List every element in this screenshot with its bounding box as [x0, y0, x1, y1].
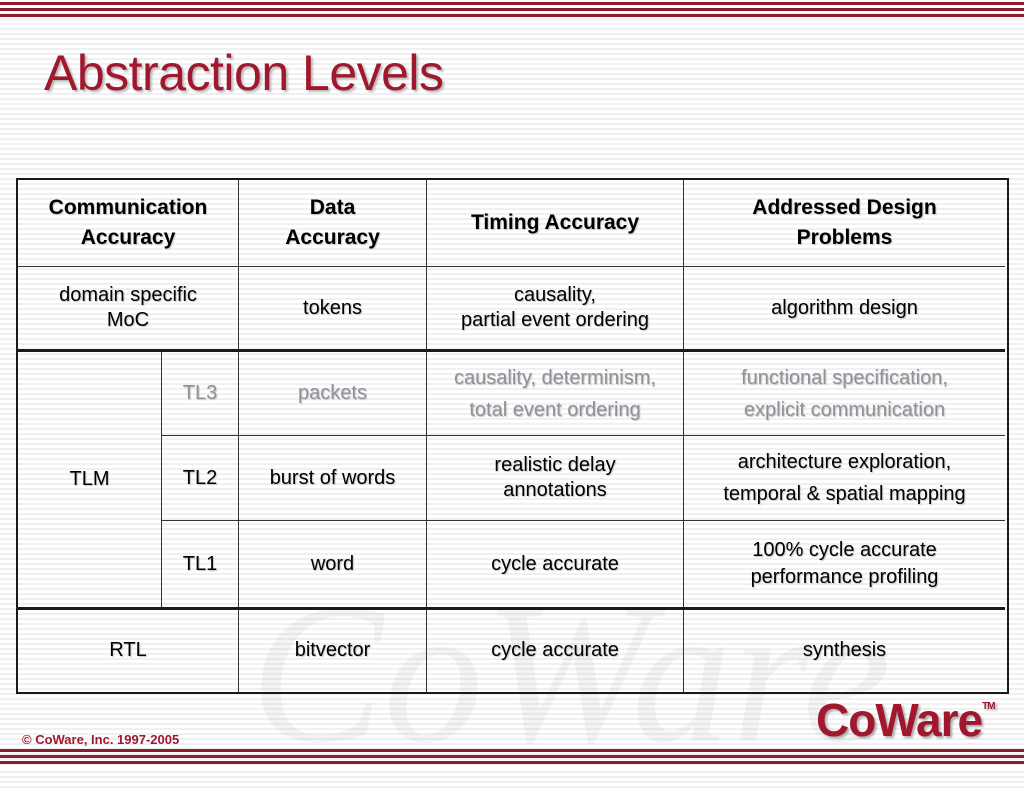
cell-tl2-data: burst of words: [269, 466, 396, 489]
column-divider: [426, 180, 427, 692]
column-divider: [683, 180, 684, 692]
cell-tl2-problems-line1: architecture exploration,: [737, 451, 952, 473]
column-divider: [238, 180, 239, 692]
cell-tl3-problems-line2: explicit communication: [743, 398, 946, 421]
trademark-mark: TM: [982, 701, 995, 712]
row-divider-thick: [18, 349, 1005, 352]
cell-tl3-level: TL3: [182, 382, 218, 404]
cell-rtl-communication: RTL: [109, 638, 147, 661]
cell-tl1-problems: 100% cycle accurate performance profilin…: [684, 521, 1005, 607]
row-divider: [161, 435, 1005, 436]
row-divider-thick: [18, 607, 1005, 610]
bottom-decorative-stripes: [0, 749, 1024, 767]
cell-moc-data: tokens: [303, 296, 362, 319]
cell-tl1-problems-line2: performance profiling: [750, 566, 939, 588]
cell-moc-timing-line2: partial event ordering: [461, 309, 649, 331]
cell-moc-communication: domain specific MoC: [59, 284, 197, 331]
cell-tl3-timing-line1: causality, determinism,: [454, 366, 656, 389]
header-timing-accuracy: Timing Accuracy: [470, 211, 640, 234]
cell-tl1-data: word: [310, 552, 355, 575]
cell-tl2-timing-line1: realistic delay: [494, 454, 616, 476]
top-decorative-stripes: [0, 2, 1024, 20]
tlm-group-label: TLM: [69, 468, 110, 490]
slide-title: Abstraction Levels: [44, 45, 444, 101]
cell-tl3-data: packets: [298, 382, 367, 404]
cell-tl1-problems-line1: 100% cycle accurate: [752, 539, 937, 561]
cell-tl2-level: TL2: [182, 466, 218, 489]
cell-tl3-timing-line2: total event ordering: [469, 398, 641, 421]
cell-moc-timing: causality, partial event ordering: [427, 267, 683, 349]
cell-rtl-data: bitvector: [294, 638, 371, 661]
copyright-notice: © CoWare, Inc. 1997-2005: [22, 732, 180, 747]
cell-rtl-timing: cycle accurate: [491, 638, 619, 661]
row-divider: [18, 266, 1005, 267]
coware-logo-text: CoWare: [816, 694, 983, 746]
tlm-subcolumn-divider: [161, 351, 162, 609]
cell-tl2-timing-line2: annotations: [503, 479, 607, 501]
cell-tl2-timing: realistic delay annotations: [427, 436, 683, 520]
cell-tl1-level: TL1: [182, 552, 218, 575]
row-divider: [161, 520, 1005, 521]
cell-tl3-timing: causality, determinism, total event orde…: [427, 352, 683, 435]
header-addressed-design-problems: Addressed Design Problems: [752, 196, 937, 249]
cell-tl3-problems: functional specification, explicit commu…: [684, 352, 1005, 435]
header-communication-accuracy: Communication Accuracy: [48, 196, 208, 249]
cell-moc-timing-line1: causality,: [514, 284, 596, 306]
coware-logo: CoWareTM: [816, 693, 996, 747]
cell-tl3-problems-line1: functional specification,: [741, 366, 948, 389]
cell-tl2-problems-line2: temporal & spatial mapping: [723, 483, 966, 505]
cell-moc-problems: algorithm design: [771, 296, 918, 319]
cell-rtl-problems: synthesis: [802, 638, 887, 661]
cell-tl2-problems: architecture exploration, temporal & spa…: [684, 436, 1005, 520]
cell-tl1-timing: cycle accurate: [491, 552, 619, 575]
header-data-accuracy: Data Accuracy: [285, 196, 380, 249]
